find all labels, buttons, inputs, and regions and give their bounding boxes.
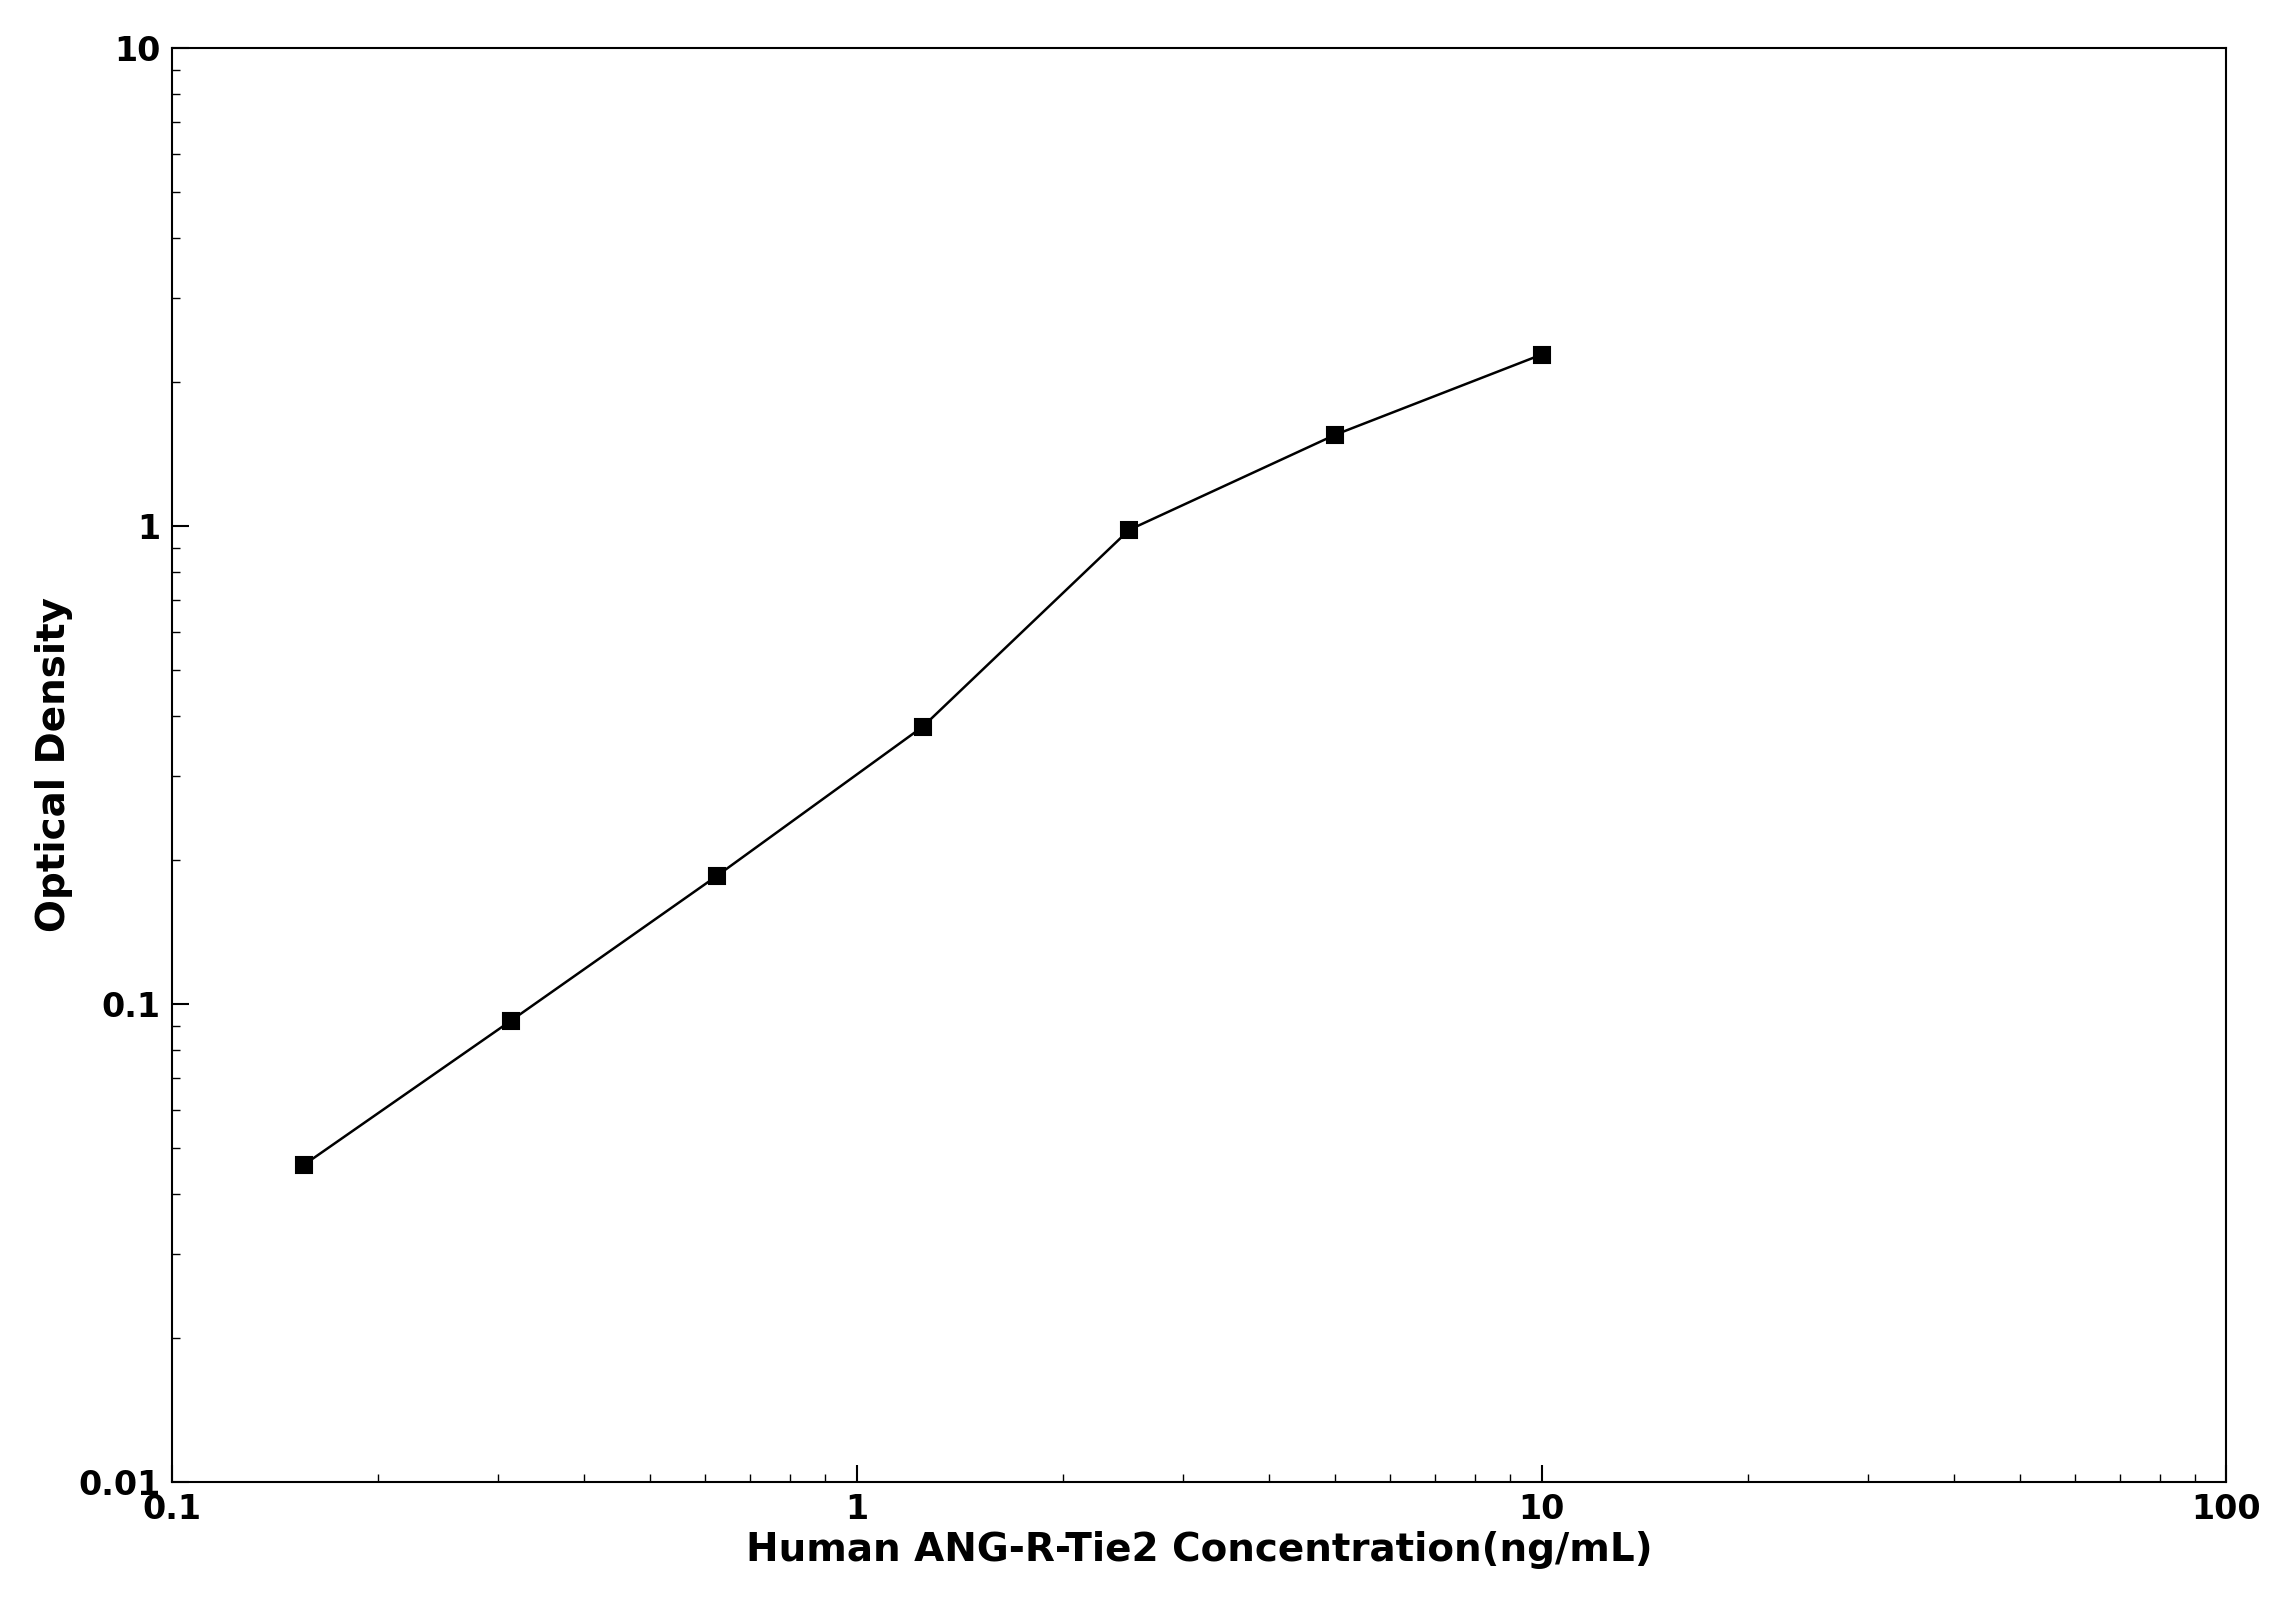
Y-axis label: Optical Density: Optical Density	[34, 597, 73, 932]
X-axis label: Human ANG-R-Tie2 Concentration(ng/mL): Human ANG-R-Tie2 Concentration(ng/mL)	[746, 1532, 1653, 1569]
